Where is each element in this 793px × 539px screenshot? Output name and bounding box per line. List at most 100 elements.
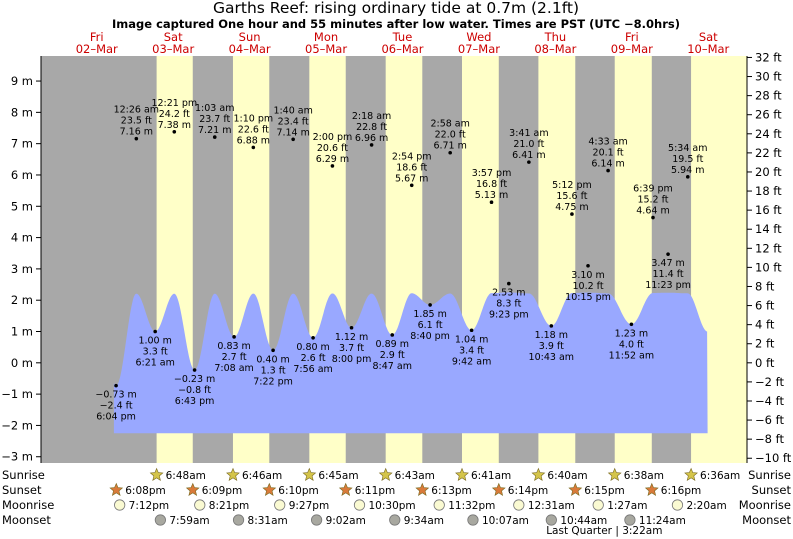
right-tick-label: 22 ft <box>755 146 782 160</box>
high-tide-label: 1:10 pm <box>234 113 274 124</box>
high-tide-label: 6.96 m <box>355 133 388 144</box>
low-tide-label: 3.3 ft <box>143 347 168 358</box>
high-tide-label: 21.0 ft <box>513 139 544 150</box>
low-tide-marker <box>311 335 315 340</box>
low-tide-label: 1.23 m <box>615 328 648 339</box>
moonset-icon <box>310 514 323 526</box>
high-tide-label: 18.6 ft <box>396 162 427 173</box>
high-tide-marker <box>489 200 494 205</box>
low-tide-label: 2.53 m <box>492 288 525 299</box>
sunset-time: 6:09pm <box>202 485 242 497</box>
high-tide-label: 12:21 pm <box>151 98 197 109</box>
low-tide-label: 3.47 m <box>651 258 684 269</box>
sunset-icon <box>185 482 200 496</box>
high-tide-label: 5.94 m <box>671 165 704 176</box>
high-tide-label: 7.16 m <box>120 127 153 138</box>
right-tick-label: 2 ft <box>755 337 775 351</box>
low-tide-label: 2.6 ft <box>301 353 326 364</box>
high-tide-label: 23.4 ft <box>278 116 309 127</box>
day-label-date: 08–Mar <box>534 42 576 56</box>
low-tide-marker <box>271 348 275 353</box>
high-tide-label: 16.8 ft <box>476 179 507 190</box>
right-tick-label: 32 ft <box>755 50 782 64</box>
high-tide-label: 15.6 ft <box>556 191 587 202</box>
left-tick-label: 0 m <box>11 356 33 370</box>
high-tide-label: 20.6 ft <box>317 143 348 154</box>
low-tide-label: 0.89 m <box>376 339 409 350</box>
moonset-icon <box>624 514 636 526</box>
right-tick-label: 14 ft <box>755 222 782 236</box>
right-tick-label: 26 ft <box>755 108 782 122</box>
low-tide-label: 2.7 ft <box>222 352 247 363</box>
high-tide-marker <box>134 136 139 141</box>
right-tick-label: −2 ft <box>755 375 784 389</box>
high-tide-marker <box>212 135 217 139</box>
sunrise-icon <box>607 467 622 481</box>
day-labels: Fri02–MarSat03–MarSun04–MarMon05–MarTue0… <box>76 30 730 56</box>
left-tick-label: −2 m <box>1 418 33 432</box>
low-tide-label: 11.4 ft <box>653 269 684 280</box>
high-tide-label: 5.13 m <box>475 190 508 201</box>
high-tide-label: 7.38 m <box>158 120 191 131</box>
low-tide-label: 3.7 ft <box>339 343 364 354</box>
high-tide-marker <box>570 212 574 216</box>
low-tide-label: 0.40 m <box>256 354 289 365</box>
high-tide-label: 24.2 ft <box>159 109 190 120</box>
low-tide-label: 11:52 am <box>609 350 654 361</box>
high-tide-label: 4.75 m <box>555 202 588 213</box>
moonrise-icon <box>114 499 126 511</box>
tide-curve <box>113 292 708 434</box>
moonrise-icon <box>513 499 525 511</box>
moonrise-icon <box>353 499 366 511</box>
sunset-time: 6:13pm <box>431 485 471 497</box>
right-tick-label: 6 ft <box>755 299 775 313</box>
moonrise-time: 9:27pm <box>289 500 329 512</box>
low-tide-label: 1.12 m <box>335 332 368 343</box>
low-tide-label: 0.83 m <box>217 341 250 352</box>
low-tide-label: 7:56 am <box>293 364 332 375</box>
sunrise-time: 6:48am <box>166 470 206 482</box>
moonrise-icon <box>671 499 684 511</box>
low-tide-label: 9:42 am <box>452 356 491 367</box>
right-tick-label: 18 ft <box>755 184 782 198</box>
high-tide-marker <box>330 164 335 168</box>
high-tide-label: 6.71 m <box>433 141 466 152</box>
high-tide-label: 15.2 ft <box>637 195 668 206</box>
moonrise-icon <box>433 499 445 511</box>
low-tide-label: 1.04 m <box>455 334 488 345</box>
low-tide-label: 11:23 pm <box>645 280 691 291</box>
sunrise-time: 6:41am <box>471 470 511 482</box>
row-label-left: Moonset <box>2 513 51 527</box>
right-tick-label: −8 ft <box>755 432 784 446</box>
high-tide-label: 5:12 pm <box>552 180 592 191</box>
high-tide-label: 1:03 am <box>195 103 234 114</box>
day-label-date: 02–Mar <box>76 42 118 56</box>
day-label-dow: Fri <box>90 30 104 44</box>
high-tide-label: 6.41 m <box>512 150 545 161</box>
low-tide-marker <box>469 328 474 333</box>
low-tide-label: 6.1 ft <box>418 320 443 331</box>
high-tide-label: 22.6 ft <box>238 124 269 135</box>
day-label-dow: Sat <box>699 30 718 44</box>
moonset-time: 10:44am <box>560 515 607 527</box>
high-tide-label: 19.5 ft <box>672 154 703 165</box>
moonset-icon <box>154 514 166 526</box>
high-tide-marker <box>409 183 414 188</box>
row-label-right: Sunset <box>752 483 792 497</box>
high-tide-label: 6:39 pm <box>633 184 673 195</box>
high-tide-label: 3:57 pm <box>472 168 512 179</box>
sunset-time: 6:15pm <box>584 485 624 497</box>
low-tide-label: −2.4 ft <box>100 401 133 412</box>
high-tide-marker <box>291 137 295 142</box>
sunrise-time: 6:43am <box>395 470 435 482</box>
moonrise-icon <box>194 499 206 511</box>
day-label-date: 09–Mar <box>611 42 653 56</box>
low-tide-marker <box>232 335 236 339</box>
sunrise-time: 6:36am <box>700 470 740 482</box>
high-tide-label: 23.5 ft <box>121 116 152 127</box>
day-label-dow: Thu <box>544 30 567 44</box>
day-label-dow: Sun <box>239 30 261 44</box>
